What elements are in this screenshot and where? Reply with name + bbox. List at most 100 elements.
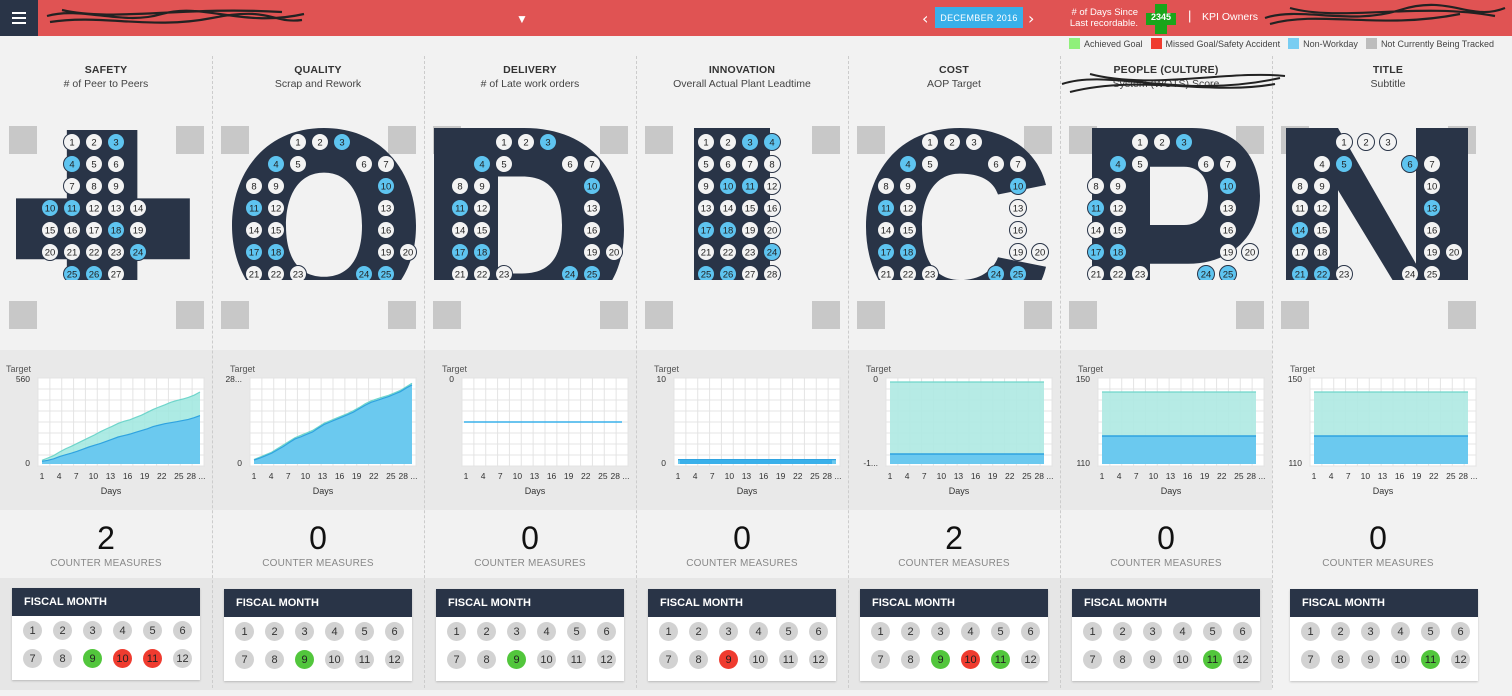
day-circle[interactable]: 10 — [1423, 177, 1441, 195]
day-circle[interactable]: 16 — [377, 221, 395, 239]
fiscal-month-12[interactable]: 12 — [809, 650, 828, 669]
day-circle[interactable]: 14 — [877, 221, 895, 239]
day-circle[interactable]: 4 — [763, 133, 781, 151]
day-circle[interactable]: 15 — [1109, 221, 1127, 239]
day-circle[interactable]: 17 — [245, 243, 263, 261]
caret-down-icon[interactable]: ▼ — [516, 12, 528, 26]
day-circle[interactable]: 13 — [107, 199, 125, 217]
day-circle[interactable]: 23 — [921, 265, 939, 281]
day-circle[interactable]: 25 — [1423, 265, 1441, 281]
day-circle[interactable]: 8 — [1291, 177, 1309, 195]
fiscal-month-10[interactable]: 10 — [749, 650, 768, 669]
day-circle[interactable]: 24 — [561, 265, 579, 281]
hamburger-menu-icon[interactable] — [0, 0, 38, 36]
fiscal-month-10[interactable]: 10 — [961, 650, 980, 669]
month-selector[interactable]: DECEMBER 2016 — [935, 7, 1023, 28]
day-circle[interactable]: 4 — [473, 155, 491, 173]
fiscal-month-8[interactable]: 8 — [689, 650, 708, 669]
day-circle[interactable]: 20 — [763, 221, 781, 239]
day-circle[interactable]: 2 — [517, 133, 535, 151]
fiscal-month-4[interactable]: 4 — [113, 621, 132, 640]
day-circle[interactable]: 1 — [921, 133, 939, 151]
fiscal-month-4[interactable]: 4 — [1391, 622, 1410, 641]
day-circle[interactable]: 14 — [1291, 221, 1309, 239]
fiscal-month-6[interactable]: 6 — [1451, 622, 1470, 641]
day-circle[interactable]: 6 — [561, 155, 579, 173]
fiscal-month-11[interactable]: 11 — [1203, 650, 1222, 669]
day-circle[interactable]: 13 — [1219, 199, 1237, 217]
day-circle[interactable]: 27 — [741, 265, 759, 281]
day-circle[interactable]: 15 — [1313, 221, 1331, 239]
day-circle[interactable]: 25 — [1219, 265, 1237, 281]
fiscal-month-6[interactable]: 6 — [173, 621, 192, 640]
day-circle[interactable]: 14 — [719, 199, 737, 217]
day-circle[interactable]: 2 — [1153, 133, 1171, 151]
fiscal-month-12[interactable]: 12 — [385, 650, 404, 669]
fiscal-month-10[interactable]: 10 — [325, 650, 344, 669]
day-circle[interactable]: 2 — [311, 133, 329, 151]
day-circle[interactable]: 13 — [697, 199, 715, 217]
day-circle[interactable]: 22 — [899, 265, 917, 281]
fiscal-month-5[interactable]: 5 — [1203, 622, 1222, 641]
day-circle[interactable]: 21 — [877, 265, 895, 281]
day-circle[interactable]: 7 — [741, 155, 759, 173]
fiscal-month-7[interactable]: 7 — [1083, 650, 1102, 669]
day-circle[interactable]: 18 — [107, 221, 125, 239]
day-circle[interactable]: 18 — [267, 243, 285, 261]
day-circle[interactable]: 22 — [267, 265, 285, 281]
fiscal-month-5[interactable]: 5 — [143, 621, 162, 640]
day-circle[interactable]: 12 — [899, 199, 917, 217]
fiscal-month-5[interactable]: 5 — [991, 622, 1010, 641]
fiscal-month-4[interactable]: 4 — [325, 622, 344, 641]
day-circle[interactable]: 5 — [289, 155, 307, 173]
day-circle[interactable]: 13 — [1009, 199, 1027, 217]
day-circle[interactable]: 14 — [1087, 221, 1105, 239]
day-circle[interactable]: 18 — [473, 243, 491, 261]
day-circle[interactable]: 20 — [399, 243, 417, 261]
day-circle[interactable]: 21 — [451, 265, 469, 281]
kpi-owners-link[interactable]: KPI Owners — [1202, 11, 1259, 23]
fiscal-month-12[interactable]: 12 — [1021, 650, 1040, 669]
day-circle[interactable]: 5 — [495, 155, 513, 173]
day-circle[interactable]: 21 — [63, 243, 81, 261]
fiscal-month-7[interactable]: 7 — [23, 649, 42, 668]
fiscal-month-6[interactable]: 6 — [809, 622, 828, 641]
day-circle[interactable]: 5 — [921, 155, 939, 173]
day-circle[interactable]: 1 — [697, 133, 715, 151]
day-circle[interactable]: 7 — [1009, 155, 1027, 173]
fiscal-month-3[interactable]: 3 — [1361, 622, 1380, 641]
fiscal-month-3[interactable]: 3 — [507, 622, 526, 641]
day-circle[interactable]: 7 — [583, 155, 601, 173]
day-circle[interactable]: 11 — [63, 199, 81, 217]
day-circle[interactable]: 18 — [719, 221, 737, 239]
day-circle[interactable]: 2 — [85, 133, 103, 151]
fiscal-month-7[interactable]: 7 — [659, 650, 678, 669]
fiscal-month-10[interactable]: 10 — [113, 649, 132, 668]
fiscal-month-8[interactable]: 8 — [53, 649, 72, 668]
day-circle[interactable]: 8 — [85, 177, 103, 195]
day-circle[interactable]: 16 — [63, 221, 81, 239]
day-circle[interactable]: 3 — [539, 133, 557, 151]
day-circle[interactable]: 9 — [473, 177, 491, 195]
day-circle[interactable]: 3 — [1175, 133, 1193, 151]
fiscal-month-1[interactable]: 1 — [23, 621, 42, 640]
chevron-left-icon[interactable]: ‹ — [922, 9, 929, 28]
fiscal-month-2[interactable]: 2 — [901, 622, 920, 641]
day-circle[interactable]: 19 — [129, 221, 147, 239]
fiscal-month-3[interactable]: 3 — [83, 621, 102, 640]
fiscal-month-3[interactable]: 3 — [719, 622, 738, 641]
day-circle[interactable]: 24 — [129, 243, 147, 261]
fiscal-month-6[interactable]: 6 — [385, 622, 404, 641]
fiscal-month-4[interactable]: 4 — [537, 622, 556, 641]
day-circle[interactable]: 25 — [377, 265, 395, 281]
day-circle[interactable]: 11 — [245, 199, 263, 217]
day-circle[interactable]: 6 — [987, 155, 1005, 173]
fiscal-month-2[interactable]: 2 — [265, 622, 284, 641]
day-circle[interactable]: 9 — [107, 177, 125, 195]
fiscal-month-9[interactable]: 9 — [1143, 650, 1162, 669]
day-circle[interactable]: 22 — [1313, 265, 1331, 281]
fiscal-month-11[interactable]: 11 — [1421, 650, 1440, 669]
day-circle[interactable]: 12 — [85, 199, 103, 217]
day-circle[interactable]: 3 — [741, 133, 759, 151]
day-circle[interactable]: 21 — [1087, 265, 1105, 281]
